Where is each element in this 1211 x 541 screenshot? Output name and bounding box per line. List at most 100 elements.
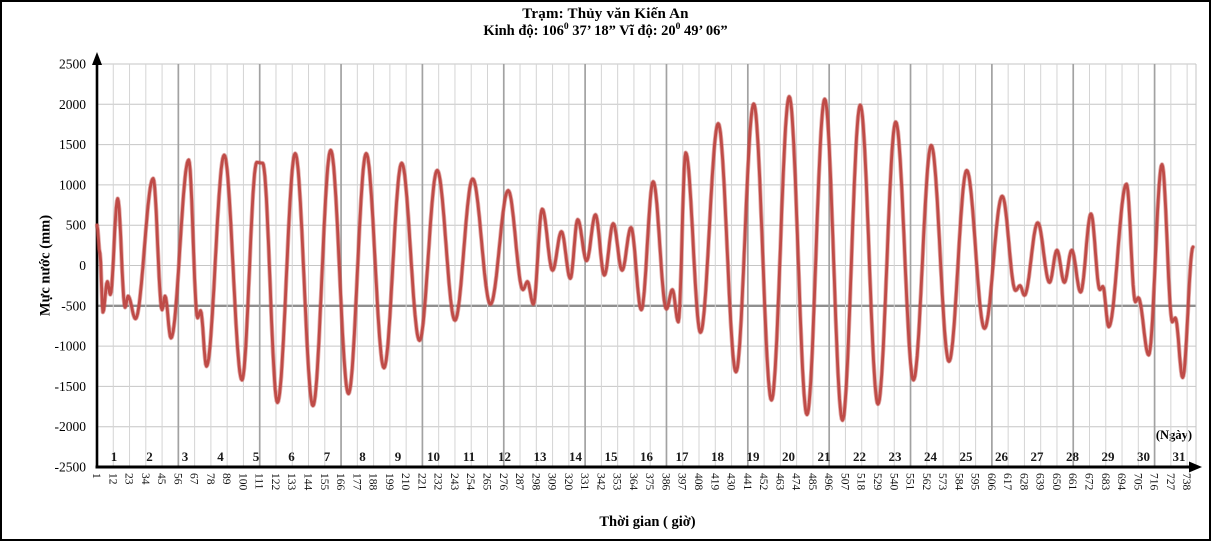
subtitle-degree-sup-1: 0	[563, 22, 569, 33]
hour-tick-label: 265	[480, 473, 492, 491]
subtitle-degree-sup-2: 0	[675, 22, 681, 33]
hour-tick-label: 573	[936, 473, 948, 491]
y-tick-label: 1500	[59, 137, 86, 152]
day-label: 14	[569, 449, 583, 464]
day-labels: 1 2 3 4 5 6 7 8 9 10 11 12 13 14 15 16 17 18 19 20 21 22 23 24 2…	[111, 449, 1186, 464]
subtitle-longitude-prefix: Kinh độ: 106	[483, 23, 564, 39]
day-label: 5	[253, 449, 260, 464]
y-tick-label: -2500	[55, 460, 87, 475]
hour-tick-label: 166	[334, 473, 346, 491]
day-label: 16	[640, 449, 654, 464]
day-label: 15	[605, 449, 619, 464]
hour-tick-label: 529	[871, 473, 883, 491]
subtitle-middle: 37’ 18” Vĩ độ: 20	[568, 23, 676, 39]
hour-tick-label: 694	[1115, 473, 1127, 491]
hour-tick-label: 78	[204, 473, 216, 485]
hour-tick-label: 320	[562, 473, 574, 491]
hour-tick-label: 562	[920, 473, 932, 491]
hour-tick-label: 67	[188, 473, 200, 485]
y-tick-label: 1000	[59, 177, 86, 192]
hour-tick-label: 595	[969, 473, 981, 491]
y-tick-label: 500	[66, 218, 87, 233]
axes	[92, 52, 1202, 473]
day-label: 27	[1030, 449, 1044, 464]
day-label: 21	[817, 449, 830, 464]
y-tick-labels: 2500 2000 1500 1000 500 0 -500 -1000 -1500 -2000 -…	[55, 57, 87, 475]
y-tick-label: -500	[61, 298, 86, 313]
hour-tick-label: 221	[415, 473, 427, 491]
day-label: 8	[359, 449, 366, 464]
hour-tick-label: 342	[594, 473, 606, 491]
hour-tick-label: 661	[1066, 473, 1078, 491]
hour-tick-label: 89	[220, 473, 232, 485]
hour-tick-label: 452	[757, 473, 769, 491]
day-label: 22	[853, 449, 866, 464]
day-label: 9	[395, 449, 402, 464]
water-level-line-halo	[94, 94, 1196, 423]
y-tick-label: 2000	[59, 97, 86, 112]
hour-tick-label: 1	[90, 473, 102, 479]
hour-tick-label: 507	[838, 473, 850, 491]
y-axis-arrow-icon	[92, 52, 102, 65]
hour-tick-label: 199	[383, 473, 395, 491]
hour-tick-label: 276	[497, 473, 509, 491]
day-label: 28	[1066, 449, 1080, 464]
day-label: 4	[217, 449, 224, 464]
hour-tick-label: 617	[1001, 473, 1013, 491]
hour-tick-label: 45	[155, 473, 167, 485]
day-label: 30	[1137, 449, 1150, 464]
hour-tick-label: 144	[302, 473, 314, 491]
day-label: 29	[1101, 449, 1115, 464]
hour-tick-label: 34	[139, 473, 151, 485]
hour-tick-label: 540	[887, 473, 899, 491]
x-axis-title: Thời gian ( giờ)	[599, 514, 696, 530]
subtitle-latitude-suffix: 49’ 06”	[680, 23, 728, 39]
hour-tick-label: 12	[106, 473, 118, 485]
hour-tick-label: 210	[399, 473, 411, 491]
hour-tick-label: 397	[676, 473, 688, 491]
hour-tick-label: 364	[627, 473, 639, 491]
hour-tick-label: 287	[513, 473, 525, 491]
hour-tick-label: 716	[1148, 473, 1160, 491]
chart-subtitle: Kinh độ: 1060 37’ 18” Vĩ độ: 200 49’ 06”	[2, 22, 1209, 40]
hour-tick-label: 309	[546, 473, 558, 491]
hour-tick-label: 606	[985, 473, 997, 491]
hour-tick-label: 672	[1083, 473, 1095, 491]
y-tick-label: -1500	[55, 379, 87, 394]
day-label: 20	[782, 449, 795, 464]
hour-tick-label: 243	[448, 473, 460, 491]
day-label: 18	[711, 449, 725, 464]
hour-tick-label: 331	[578, 473, 590, 491]
vertical-gridlines	[96, 64, 1197, 467]
hour-tick-label: 375	[643, 473, 655, 491]
hour-tick-label: 430	[725, 473, 737, 491]
hour-tick-label: 188	[367, 473, 379, 491]
hour-tick-label: 56	[171, 473, 183, 485]
hour-tick-label: 474	[790, 473, 802, 491]
hour-tick-label: 441	[741, 473, 753, 491]
hour-tick-label: 683	[1099, 473, 1111, 491]
day-label: 19	[746, 449, 760, 464]
hour-tick-label: 111	[253, 473, 265, 490]
hour-tick-label: 419	[708, 473, 720, 491]
hour-tick-label: 584	[952, 473, 964, 491]
day-label: 24	[924, 449, 938, 464]
hour-tick-label: 408	[692, 473, 704, 491]
horizontal-gridlines	[97, 63, 1196, 428]
hour-tick-label: 639	[1034, 473, 1046, 491]
hour-tick-label: 496	[822, 473, 834, 491]
y-tick-label: -1000	[55, 339, 87, 354]
hour-tick-label: 485	[806, 473, 818, 491]
y-tick-label: -2000	[55, 419, 87, 434]
day-label: 7	[324, 449, 331, 464]
day-label: 11	[463, 449, 475, 464]
hour-tick-label: 122	[269, 473, 281, 491]
hour-tick-label: 133	[285, 473, 297, 491]
day-label: 23	[888, 449, 902, 464]
day-label: 3	[182, 449, 189, 464]
hour-tick-label: 254	[464, 473, 476, 491]
hour-tick-label: 727	[1164, 473, 1176, 491]
hour-tick-label: 463	[773, 473, 785, 491]
